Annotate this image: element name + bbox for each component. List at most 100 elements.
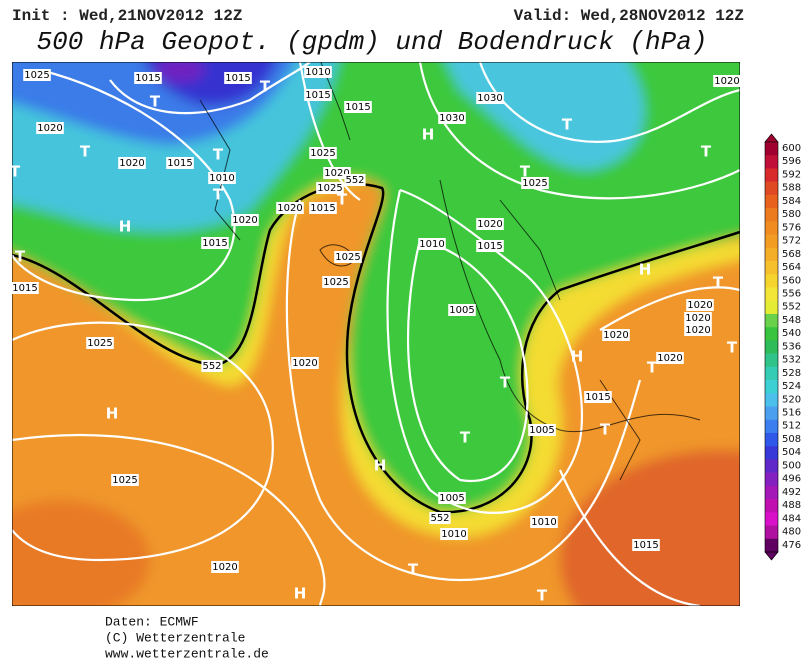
isobar-label-bg	[304, 66, 332, 78]
isobar-label: 1015	[12, 283, 37, 294]
pressure-center: T	[460, 429, 471, 447]
pressure-center: T	[408, 561, 419, 579]
isobar-label: 1015	[633, 540, 658, 551]
colorbar-label: 572	[782, 236, 801, 247]
isobar-label-bg	[309, 147, 337, 159]
isobar-label-bg	[528, 424, 556, 436]
isobar-label: 1020	[685, 325, 710, 336]
isobar-label: 1015	[310, 203, 335, 214]
isobar-label-bg	[201, 360, 223, 372]
pressure-center: H	[639, 261, 652, 279]
colorbar-label: 600	[782, 143, 801, 154]
isobar-label-bg	[448, 304, 476, 316]
colorbar-swatch	[765, 340, 778, 354]
colorbar-label: 560	[782, 275, 801, 286]
colorbar-swatch	[765, 208, 778, 222]
colorbar-swatch	[765, 485, 778, 500]
colorbar-swatch	[765, 194, 778, 209]
colorbar-swatch	[765, 459, 778, 473]
isobar-label: 1005	[439, 493, 464, 504]
colorbar-swatch	[765, 313, 778, 328]
colorbar-label: 500	[782, 460, 801, 471]
colorbar-label: 504	[782, 447, 801, 458]
colorbar-swatch	[765, 499, 778, 513]
isobar-label-bg	[521, 177, 549, 189]
pressure-center: H	[374, 457, 387, 475]
isobar-label: 1020	[714, 76, 739, 87]
colorbar-swatch	[765, 234, 778, 249]
isobar-label-bg	[118, 157, 146, 169]
isobar-label: 1020	[477, 219, 502, 230]
isobar-label: 1025	[310, 148, 335, 159]
isobar-label: 1005	[529, 425, 554, 436]
pressure-center: H	[106, 405, 119, 423]
isobar-label-bg	[304, 89, 332, 101]
isobar-label-bg	[134, 72, 162, 84]
isobar-label-bg	[440, 528, 468, 540]
isobar-label-bg	[438, 492, 466, 504]
isobar-label-bg	[584, 391, 612, 403]
colorbar-label: 476	[782, 540, 801, 551]
isobar-label: 1010	[305, 67, 330, 78]
colorbar-label: 484	[782, 513, 801, 524]
isobar-label: 1020	[212, 562, 237, 573]
isobar-label-bg	[201, 237, 229, 249]
footer-line: Daten: ECMWF	[105, 614, 199, 629]
isobar-label: 1025	[522, 178, 547, 189]
isobar-label: 1015	[225, 73, 250, 84]
colorbar-label: 480	[782, 527, 801, 538]
footer-line: www.wetterzentrale.de	[105, 646, 269, 661]
colorbar-label: 516	[782, 408, 801, 419]
colorbar-swatch	[765, 380, 778, 394]
isobar-label: 1025	[112, 475, 137, 486]
isobar-label: 1020	[657, 353, 682, 364]
colorbar-swatch	[765, 155, 778, 169]
pressure-center: T	[520, 163, 531, 181]
colorbar-label: 532	[782, 355, 801, 366]
colorbar-label: 496	[782, 474, 801, 485]
pressure-center: H	[119, 218, 132, 236]
colorbar-swatch	[765, 274, 778, 288]
colorbar-cap	[764, 551, 779, 561]
colorbar-label: 596	[782, 156, 801, 167]
colorbar-label: 588	[782, 183, 801, 194]
pressure-center: H	[571, 348, 584, 366]
colorbar-label: 512	[782, 421, 801, 432]
isobar-label: 1025	[87, 338, 112, 349]
colorbar-swatch	[765, 446, 778, 460]
colorbar-swatch	[765, 353, 778, 368]
isobar-label-bg	[429, 512, 451, 524]
isobar-label: 1020	[119, 158, 144, 169]
isobar-label-bg	[211, 561, 239, 573]
colorbar-swatch	[765, 366, 778, 381]
colorbar-label: 556	[782, 288, 801, 299]
pressure-center: T	[15, 248, 26, 266]
colorbar-swatch	[765, 300, 778, 315]
colorbar-swatch	[765, 327, 778, 341]
colorbar-label: 548	[782, 315, 801, 326]
isobar-label-bg	[602, 329, 630, 341]
colorbar-label: 584	[782, 196, 801, 207]
isobar-label: 1020	[277, 203, 302, 214]
colorbar-label: 592	[782, 169, 801, 180]
colorbar-label: 524	[782, 381, 801, 392]
pressure-center: T	[562, 116, 573, 134]
pressure-center: T	[713, 274, 724, 292]
pressure-center: H	[422, 126, 435, 144]
pressure-center: T	[150, 93, 161, 111]
isobar-label-bg	[476, 92, 504, 104]
colorbar-swatch	[765, 247, 778, 262]
map-area	[12, 62, 740, 606]
pressure-center: T	[260, 78, 271, 96]
pressure-center: T	[337, 191, 348, 209]
isobar-label-bg	[632, 539, 660, 551]
colorbar-label: 580	[782, 209, 801, 220]
isobar-label: 1025	[24, 70, 49, 81]
colorbar-swatch	[765, 512, 778, 526]
isobar-label: 1030	[477, 93, 502, 104]
colorbar-label: 488	[782, 500, 801, 511]
isobar-label: 1020	[37, 123, 62, 134]
isobar-label-bg	[713, 75, 741, 87]
isobar-label-bg	[224, 72, 252, 84]
